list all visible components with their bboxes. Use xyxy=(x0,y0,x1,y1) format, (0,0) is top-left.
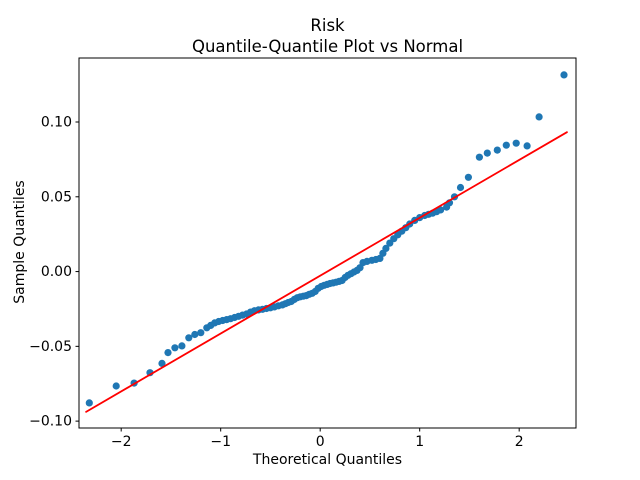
y-tick-label: −0.05 xyxy=(29,339,72,355)
data-point xyxy=(437,206,445,214)
y-tick-label: −0.10 xyxy=(29,414,72,430)
data-point xyxy=(164,349,172,357)
y-tick-label: 0.10 xyxy=(41,115,72,131)
x-tick-label: 2 xyxy=(515,434,524,450)
data-point xyxy=(178,342,186,350)
y-tick-label: 0.00 xyxy=(41,264,72,280)
data-point xyxy=(483,149,491,157)
data-point xyxy=(523,142,531,150)
data-point xyxy=(475,153,483,161)
data-point xyxy=(493,146,501,154)
data-point xyxy=(185,334,193,342)
data-point xyxy=(382,244,390,252)
data-point xyxy=(85,399,93,407)
data-point xyxy=(191,330,199,339)
fit-line xyxy=(85,131,568,413)
data-point xyxy=(171,344,179,352)
data-point xyxy=(112,382,120,390)
data-point xyxy=(197,329,205,337)
chart-layer: −2 −1 0 1 2 −0.10 −0.05 0.00 0.05 0.10 xyxy=(29,57,577,450)
data-point xyxy=(502,141,510,149)
data-point xyxy=(456,183,465,192)
data-point xyxy=(560,71,568,79)
y-axis-label: Sample Quantiles xyxy=(12,180,28,303)
x-tick-label: −2 xyxy=(111,434,132,450)
data-point xyxy=(158,359,166,367)
data-point xyxy=(535,113,543,121)
data-point xyxy=(464,173,472,181)
data-point xyxy=(512,139,520,147)
plot-title-line2: Quantile-Quantile Plot vs Normal xyxy=(192,37,463,56)
x-tick-label: −1 xyxy=(210,434,231,450)
axes-frame xyxy=(78,57,577,429)
x-tick-label: 1 xyxy=(415,434,424,450)
plot-title-line1: Risk xyxy=(310,16,345,35)
x-axis-label: Theoretical Quantiles xyxy=(252,452,402,468)
x-tick-label: 0 xyxy=(316,434,325,450)
y-tick-label: 0.05 xyxy=(41,189,72,205)
